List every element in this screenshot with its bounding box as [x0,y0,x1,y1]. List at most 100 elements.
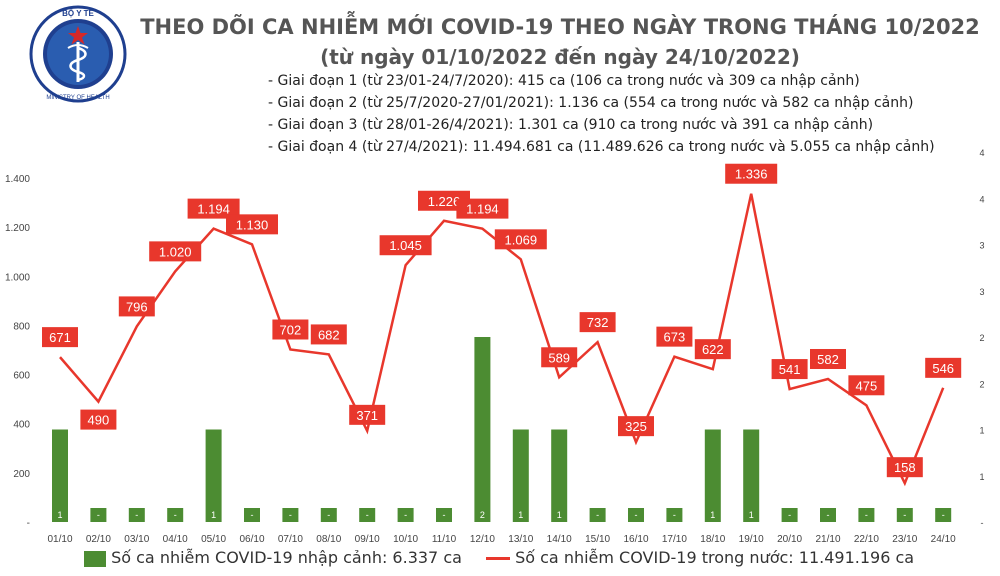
legend-imported-label: Số ca nhiễm COVID-19 nhập cảnh: 6.337 ca [111,548,462,567]
left-axis-tick-label: 400 [13,420,30,431]
chart-subtitle: (từ ngày 01/10/2022 đến ngày 24/10/2022) [320,45,800,69]
x-axis-tick-label: 10/10 [393,534,418,545]
line-data-label-box [656,326,693,347]
bar-data-label: - [788,510,791,520]
line-data-label: 1.226 [428,194,461,209]
phase-3-summary: - Giai đoạn 3 (từ 28/01-26/4/2021): 1.30… [268,117,874,133]
x-axis-tick-label: 16/10 [623,534,648,545]
line-data-label: 796 [126,299,148,314]
bar-data-label: - [327,510,330,520]
bar-data-label: - [635,510,638,520]
bar-imported [90,508,107,522]
x-axis-tick-label: 02/10 [86,534,111,545]
bar-data-label: - [135,510,138,520]
x-axis-tick-label: 04/10 [163,534,188,545]
line-data-label: 1.045 [389,238,422,253]
bar-data-label: - [903,510,906,520]
bar-imported [320,508,337,522]
line-data-label: 1.069 [505,232,538,247]
x-axis-tick-label: 03/10 [124,534,149,545]
line-data-label-box [494,229,547,250]
line-data-label: 541 [779,362,801,377]
x-axis-tick-label: 22/10 [854,534,879,545]
bar-data-label: - [251,510,254,520]
line-data-label-box [42,327,78,348]
x-axis-tick-label: 09/10 [355,534,380,545]
line-data-label: 1.020 [159,244,192,259]
bar-imported [896,508,913,522]
x-axis-tick-label: 19/10 [739,534,764,545]
x-axis-tick-label: 01/10 [47,534,72,545]
bar-imported [704,429,721,522]
bar-data-label: 2 [480,510,485,520]
x-axis-tick-label: 17/10 [662,534,687,545]
legend-domestic-swatch [486,557,510,560]
bar-data-label: - [673,510,676,520]
bar-imported [589,508,606,522]
bar-imported [282,508,299,522]
left-axis-tick-label: 600 [13,371,30,382]
bar-imported [436,508,452,522]
line-data-label: 732 [587,315,609,330]
line-data-label: 589 [548,350,570,365]
bar-imported [397,508,414,522]
bar-imported [858,508,875,522]
bar-data-label: - [942,510,945,520]
line-data-label-box [118,296,155,317]
bar-imported [244,508,260,522]
legend-imported: Số ca nhiễm COVID-19 nhập cảnh: 6.337 ca [84,548,462,567]
x-axis-tick-label: 12/10 [470,534,495,545]
x-axis-tick-label: 18/10 [700,534,725,545]
line-data-label-box [310,324,347,345]
bar-data-label: - [366,510,369,520]
bar-imported [128,508,145,522]
line-data-label: 673 [664,330,686,345]
bar-data-label: 1 [557,510,562,520]
line-data-label: 1.336 [735,167,768,182]
line-data-label: 671 [49,330,71,345]
bar-imported [781,508,798,522]
line-data-label-box [149,241,202,262]
logo-text-bottom: MINISTRY OF HEALTH [46,95,109,101]
x-axis-tick-label: 11/10 [432,534,457,545]
line-data-label-box [886,457,923,478]
x-axis-tick-label: 07/10 [278,534,303,545]
bar-data-label: - [289,510,292,520]
line-data-label-box [848,375,885,396]
bar-data-label: - [865,510,868,520]
phase-4-summary: - Giai đoạn 4 (từ 27/4/2021): 11.494.681… [268,139,935,155]
bar-imported [52,429,68,522]
phase-2-summary: - Giai đoạn 2 (từ 25/7/2020-27/01/2021):… [268,95,914,111]
bar-imported [167,508,184,522]
bar-data-label: 1 [211,510,216,520]
x-axis-tick-label: 23/10 [892,534,917,545]
bar-data-label: - [596,510,599,520]
left-axis-tick-label: 200 [13,469,30,480]
bar-imported [205,429,222,522]
legend-domestic: Số ca nhiễm COVID-19 trong nước: 11.491.… [486,548,914,567]
line-data-label-box [379,235,432,256]
x-axis-tick-label: 08/10 [316,534,341,545]
right-axis-tick-label: - [981,518,984,528]
right-axis-tick-label: 1 [979,472,984,482]
x-axis-tick-label: 14/10 [547,534,572,545]
bar-imported [820,508,836,522]
line-data-label: 1.194 [197,202,230,217]
legend-imported-swatch [84,550,106,567]
line-data-label-box [272,319,309,340]
line-data-label-box [810,348,846,369]
line-data-label: 582 [817,352,839,367]
bar-imported [551,429,568,522]
line-data-label: 702 [280,323,302,338]
line-data-label-box [694,339,731,360]
bar-imported [512,429,529,522]
x-axis-tick-label: 24/10 [931,534,956,545]
legend-domestic-label: Số ca nhiễm COVID-19 trong nước: 11.491.… [515,548,915,567]
line-data-label: 1.194 [466,202,499,217]
left-axis-tick-label: - [27,518,30,529]
line-data-label: 622 [702,342,724,357]
right-axis-tick-label: 4 [979,148,984,158]
logo-text-top: BỘ Y TẾ [62,8,94,18]
x-axis-tick-label: 05/10 [201,534,226,545]
